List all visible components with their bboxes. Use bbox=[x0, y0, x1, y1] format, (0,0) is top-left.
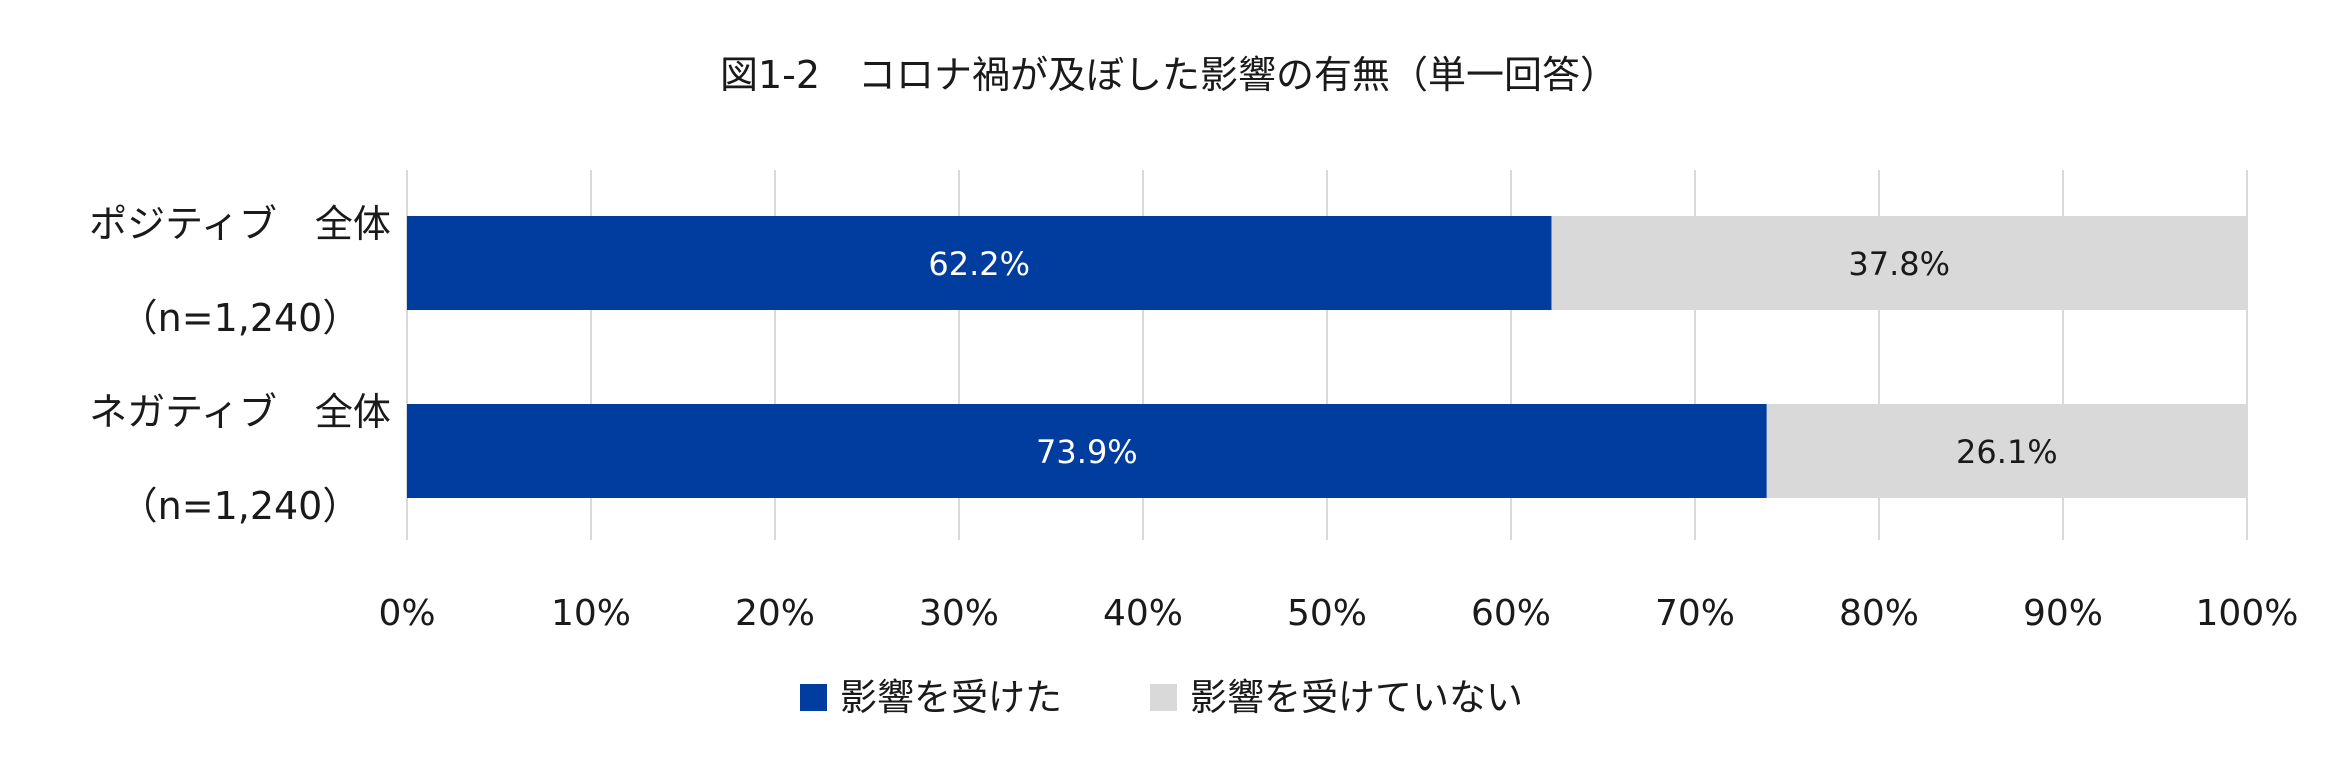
bar-segments bbox=[407, 216, 2247, 498]
x-tick-label: 40% bbox=[1103, 593, 1183, 634]
bar-segment bbox=[407, 216, 1552, 310]
data-labels: 62.2% 37.8% 73.9% 26.1% bbox=[928, 245, 2057, 471]
x-tick-label: 100% bbox=[2196, 593, 2299, 634]
x-tick-label: 90% bbox=[2023, 593, 2103, 634]
x-tick-label: 10% bbox=[551, 593, 631, 634]
x-tick-label: 0% bbox=[378, 593, 435, 634]
chart-title: 図1-2 コロナ禍が及ぼした影響の有無（単一回答） bbox=[720, 53, 1618, 97]
x-axis-tick-labels: 0% 10% 20% 30% 40% 50% 60% 70% 80% 90% 100% bbox=[378, 593, 2298, 634]
x-tick-label: 80% bbox=[1839, 593, 1919, 634]
category-n-label: （n=1,240） bbox=[120, 296, 361, 340]
data-label: 26.1% bbox=[1956, 433, 2058, 471]
x-tick-label: 60% bbox=[1471, 593, 1551, 634]
legend-label: 影響を受けていない bbox=[1190, 676, 1523, 719]
x-tick-label: 30% bbox=[919, 593, 999, 634]
x-tick-label: 20% bbox=[735, 593, 815, 634]
category-label: ネガティブ 全体 bbox=[89, 390, 391, 434]
data-label: 73.9% bbox=[1036, 433, 1138, 471]
category-labels: ポジティブ 全体 （n=1,240） ネガティブ 全体 （n=1,240） bbox=[89, 202, 391, 528]
legend-swatch bbox=[800, 684, 827, 711]
category-n-label: （n=1,240） bbox=[120, 484, 361, 528]
legend-swatch bbox=[1150, 684, 1177, 711]
bar-segment bbox=[407, 404, 1767, 498]
data-label: 62.2% bbox=[928, 245, 1030, 283]
legend-label: 影響を受けた bbox=[840, 676, 1062, 719]
category-label: ポジティブ 全体 bbox=[89, 202, 391, 246]
bar-segment bbox=[1766, 404, 2247, 498]
x-tick-label: 70% bbox=[1655, 593, 1735, 634]
x-tick-label: 50% bbox=[1287, 593, 1367, 634]
data-label: 37.8% bbox=[1848, 245, 1950, 283]
bar-segment bbox=[1551, 216, 2247, 310]
legend: 影響を受けた 影響を受けていない bbox=[800, 676, 1523, 719]
